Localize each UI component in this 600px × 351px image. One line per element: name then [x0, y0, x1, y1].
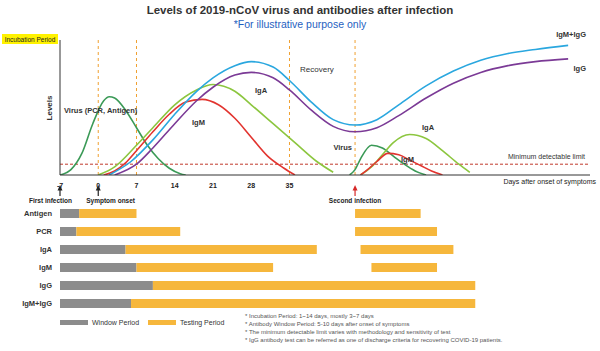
svg-text:* Antibody Window Period: 5-10: * Antibody Window Period: 5-10 days afte…: [245, 321, 409, 327]
svg-text:* The minimum detectable limit: * The minimum detectable limit varies wi…: [245, 329, 451, 335]
svg-text:IgM+IgG: IgM+IgG: [22, 299, 52, 308]
svg-text:35: 35: [286, 182, 294, 189]
svg-text:28: 28: [247, 182, 255, 189]
svg-text:IgM: IgM: [192, 118, 205, 127]
svg-text:IgM: IgM: [401, 155, 414, 164]
svg-text:7: 7: [135, 182, 139, 189]
svg-text:-7: -7: [57, 182, 63, 189]
svg-text:Minimum detectable limit: Minimum detectable limit: [508, 153, 585, 160]
svg-text:IgA: IgA: [422, 123, 435, 132]
svg-text:* Incubation Period: 1~14 days: * Incubation Period: 1~14 days, mostly 3…: [245, 313, 374, 319]
svg-text:Second infection: Second infection: [329, 197, 381, 204]
svg-text:Symptom onset: Symptom onset: [86, 197, 136, 205]
svg-text:Testing Period: Testing Period: [180, 319, 224, 327]
svg-text:21: 21: [209, 182, 217, 189]
svg-text:Window Period: Window Period: [92, 319, 139, 326]
svg-text:Days after onset of symptoms: Days after onset of symptoms: [503, 178, 592, 186]
svg-text:Levels: Levels: [45, 95, 54, 120]
svg-text:0: 0: [96, 182, 100, 189]
svg-text:IgA: IgA: [255, 86, 268, 95]
svg-text:Virus: Virus: [333, 143, 352, 152]
svg-text:Recovery: Recovery: [300, 65, 334, 74]
svg-text:Antigen: Antigen: [24, 209, 52, 218]
svg-text:IgM: IgM: [39, 263, 52, 272]
svg-text:IgM+IgG: IgM+IgG: [556, 30, 586, 39]
svg-text:IgG: IgG: [574, 64, 587, 73]
svg-text:Virus (PCR, Antigen): Virus (PCR, Antigen): [64, 106, 138, 115]
svg-text:IgA: IgA: [40, 245, 53, 254]
svg-text:IgG: IgG: [40, 281, 53, 290]
svg-text:* IgG antibody test can be ref: * IgG antibody test can be referred as o…: [245, 337, 503, 343]
svg-text:Levels of 2019-nCoV virus and: Levels of 2019-nCoV virus and antibodies…: [147, 4, 454, 16]
svg-text:Incubation Period: Incubation Period: [8, 36, 56, 43]
svg-text:PCR: PCR: [36, 227, 52, 236]
svg-text:14: 14: [171, 182, 179, 189]
svg-text:First infection: First infection: [29, 197, 72, 204]
svg-text:*For illustrative purpose only: *For illustrative purpose only: [234, 18, 367, 30]
